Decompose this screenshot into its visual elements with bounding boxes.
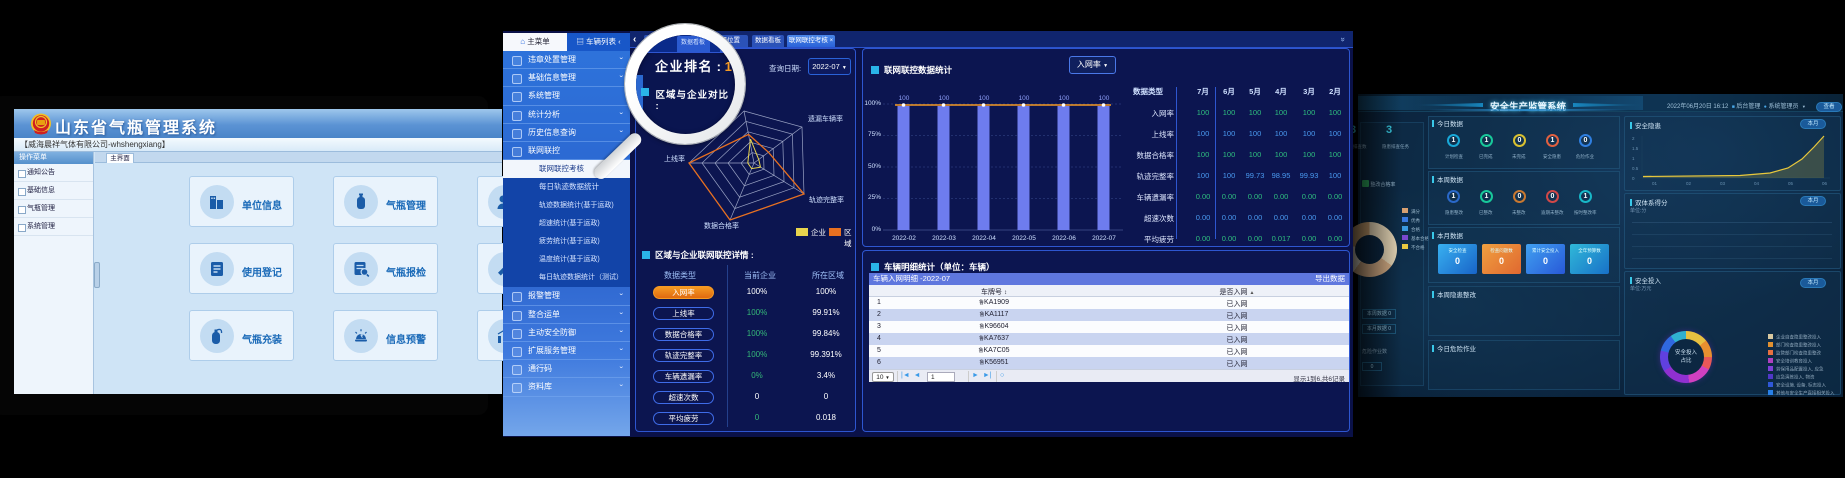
svg-text:遗漏车辆率: 遗漏车辆率 bbox=[808, 114, 843, 123]
svg-text:05: 05 bbox=[1788, 181, 1794, 186]
svg-text:02: 02 bbox=[1686, 181, 1692, 186]
svg-text:04: 04 bbox=[1754, 181, 1760, 186]
svg-text:0: 0 bbox=[1632, 176, 1635, 181]
svg-text:1.5: 1.5 bbox=[1632, 146, 1639, 151]
svg-text:轨迹完整率: 轨迹完整率 bbox=[809, 195, 844, 204]
svg-text:数据合格率: 数据合格率 bbox=[704, 221, 739, 230]
svg-text:01: 01 bbox=[1652, 181, 1658, 186]
svg-text:上线率: 上线率 bbox=[664, 154, 685, 163]
svg-text:0.5: 0.5 bbox=[1632, 166, 1639, 171]
svg-text:06: 06 bbox=[1822, 181, 1828, 186]
svg-text:03: 03 bbox=[1720, 181, 1726, 186]
svg-text:2: 2 bbox=[1632, 136, 1635, 141]
svg-text:1: 1 bbox=[1632, 156, 1635, 161]
